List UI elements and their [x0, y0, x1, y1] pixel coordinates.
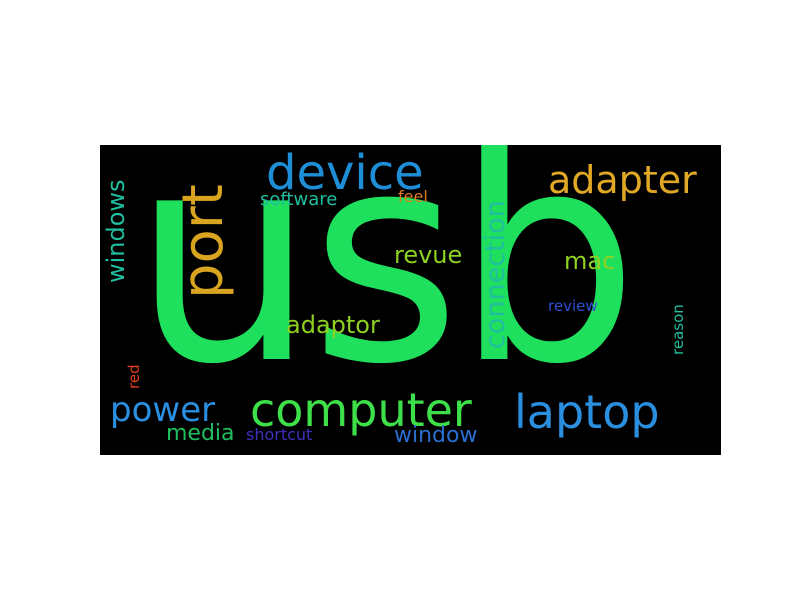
- word-windows: windows: [102, 179, 130, 283]
- word-port: port: [171, 184, 236, 299]
- word-feel: feel: [398, 187, 428, 206]
- word-reason: reason: [669, 304, 687, 355]
- word-shortcut: shortcut: [246, 425, 313, 444]
- word-mac: mac: [564, 247, 616, 275]
- word-adaptor: adaptor: [286, 311, 380, 339]
- word-revue: revue: [394, 241, 463, 269]
- word-red: red: [125, 364, 143, 389]
- word-connection: connection: [480, 200, 511, 349]
- word-media: media: [166, 421, 235, 446]
- word-device: device: [266, 145, 424, 201]
- word-cloud: usb device port adapter computer laptop …: [100, 145, 721, 455]
- word-computer: computer: [250, 383, 472, 437]
- word-power: power: [110, 390, 216, 430]
- word-software: software: [260, 189, 338, 210]
- word-adapter: adapter: [548, 158, 697, 202]
- word-window: window: [394, 423, 478, 448]
- word-review: review: [548, 297, 598, 315]
- word-usb: usb: [132, 145, 639, 428]
- word-laptop: laptop: [514, 385, 660, 439]
